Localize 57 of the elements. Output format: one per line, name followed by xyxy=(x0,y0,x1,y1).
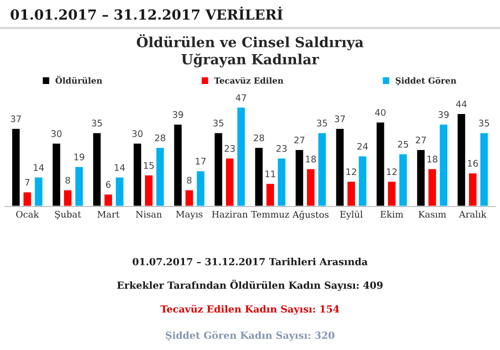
data-label: 28 xyxy=(254,134,264,142)
data-label: 25 xyxy=(398,140,408,148)
data-label: 6 xyxy=(106,181,111,188)
chart-title: Öldürülen ve Cinsel Saldırıya Uğrayan Kadınlar xyxy=(136,34,364,68)
x-tick-label: Kasım xyxy=(418,210,446,218)
data-label: 12 xyxy=(386,168,397,176)
data-label: 27 xyxy=(294,136,304,144)
text: 01.07.2017 – 31.12.2017 Tarihleri Arasında xyxy=(132,258,368,266)
data-label: 39 xyxy=(438,111,449,118)
data-label: 14 xyxy=(114,164,125,171)
x-tick-label: Haziran xyxy=(212,210,248,218)
data-label: 23 xyxy=(224,145,235,152)
data-label: 7 xyxy=(25,179,30,186)
x-tick-label: Eylül xyxy=(340,210,363,220)
x-tick-label: Mayıs xyxy=(176,210,202,220)
data-label: 40 xyxy=(375,109,386,116)
text: Erkekler Tarafından Öldürülen Kadın Sayısı: 409 xyxy=(117,280,383,291)
x-tick-label: Ekim xyxy=(380,210,404,218)
text: 01.01.2017 – 31.12.2017 VERİLERİ xyxy=(10,6,283,20)
data-label: 39 xyxy=(172,111,184,118)
text: Şiddet Gören Kadın Sayısı: 320 xyxy=(166,331,334,341)
data-label: 30 xyxy=(51,130,62,138)
x-tick-label: Aralık xyxy=(458,210,487,218)
legend-label: Öldürülen xyxy=(56,76,102,84)
x-tick-label: Mart xyxy=(97,210,120,218)
data-label: 11 xyxy=(265,170,276,178)
data-label: 14 xyxy=(34,164,44,171)
legend-label: Tecavüz Edilen xyxy=(214,77,284,84)
x-tick-label: Şubat xyxy=(55,210,82,220)
data-label: 37 xyxy=(334,115,345,122)
legend-label: Şiddet Gören xyxy=(396,77,456,86)
data-label: 47 xyxy=(236,94,246,101)
data-label: 37 xyxy=(10,115,21,122)
data-label: 35 xyxy=(479,120,490,126)
data-label: 27 xyxy=(416,136,426,144)
data-label: 18 xyxy=(306,156,316,162)
data-label: 15 xyxy=(144,162,154,169)
data-label: 24 xyxy=(357,142,368,150)
x-tick-label: Temmuz xyxy=(251,210,290,218)
data-label: 16 xyxy=(468,160,478,167)
data-label: 12 xyxy=(346,168,356,176)
data-label: 19 xyxy=(74,154,84,160)
data-label: 35 xyxy=(213,120,224,126)
x-tick-label: Ağustos xyxy=(292,210,328,220)
data-label: 35 xyxy=(317,120,328,126)
x-tick-label: Ocak xyxy=(16,210,39,218)
data-label: 30 xyxy=(132,130,143,138)
data-label: 8 xyxy=(186,176,192,184)
data-label: 23 xyxy=(276,145,287,152)
data-label: 44 xyxy=(456,100,467,108)
data-label: 18 xyxy=(427,156,438,162)
data-label: 17 xyxy=(196,158,206,164)
text: Tecavüz Edilen Kadın Sayısı: 154 xyxy=(160,304,340,315)
data-label: 28 xyxy=(155,134,166,142)
x-tick-label: Nisan xyxy=(136,210,162,218)
data-label: 35 xyxy=(92,120,102,126)
data-label: 8 xyxy=(66,176,70,184)
